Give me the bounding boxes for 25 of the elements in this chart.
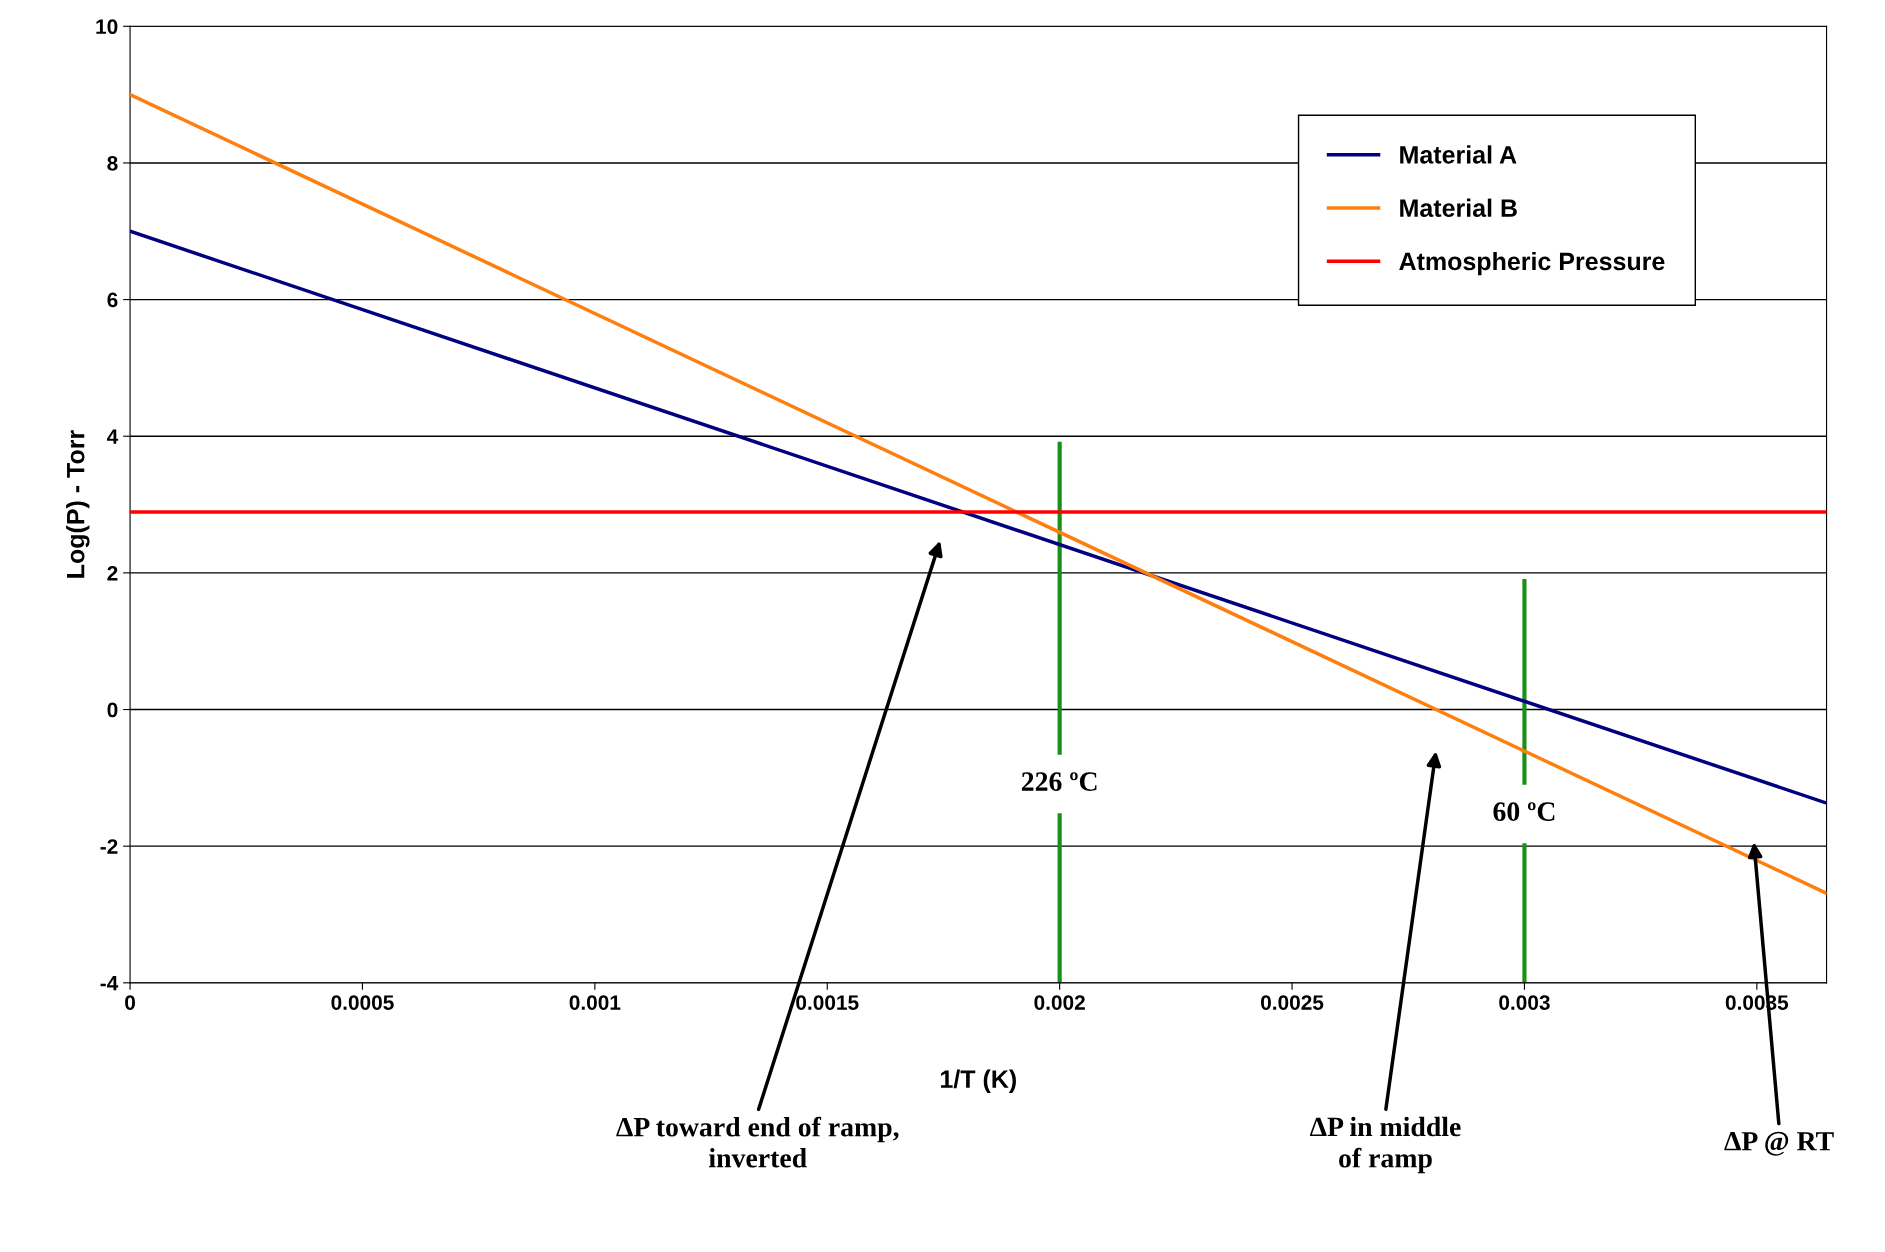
annotation: 60 ºC: [1493, 802, 1555, 822]
legend-label: Atmospheric Pressure: [1399, 251, 1665, 276]
y-tick-label: 8: [107, 155, 118, 171]
x-tick-label: 0.003: [1499, 995, 1550, 1010]
legend-label: Material A: [1400, 145, 1517, 164]
y-tick-label: 10: [96, 19, 118, 35]
y-axis-title: Log(P) - Torr: [66, 430, 90, 578]
y-tick-label: 2: [107, 565, 118, 581]
y-tick-label: 0: [107, 702, 118, 718]
text: ΔP @ RT: [1724, 1131, 1834, 1156]
x-tick-label: 0.001: [569, 995, 621, 1010]
y-tick-label: -2: [100, 839, 118, 854]
x-tick-label: 0.002: [1034, 995, 1085, 1010]
text: ΔP toward end of ramp, inverted: [616, 1116, 899, 1168]
y-tick-label: 6: [107, 292, 118, 308]
y-tick-label: -4: [100, 976, 119, 991]
x-tick-label: 0: [125, 995, 135, 1010]
x-axis-title: 1/T (K): [941, 1069, 1016, 1093]
x-tick-label: 0.0005: [331, 995, 394, 1010]
y-tick-label: 4: [106, 429, 119, 444]
x-tick-label: 0.0025: [1261, 995, 1324, 1010]
x-tick-label: 0.0015: [796, 995, 859, 1010]
legend-label: Material B: [1400, 198, 1517, 217]
text: ΔP in middle of ramp: [1310, 1116, 1461, 1174]
annotation: 226 ºC: [1021, 772, 1097, 791]
